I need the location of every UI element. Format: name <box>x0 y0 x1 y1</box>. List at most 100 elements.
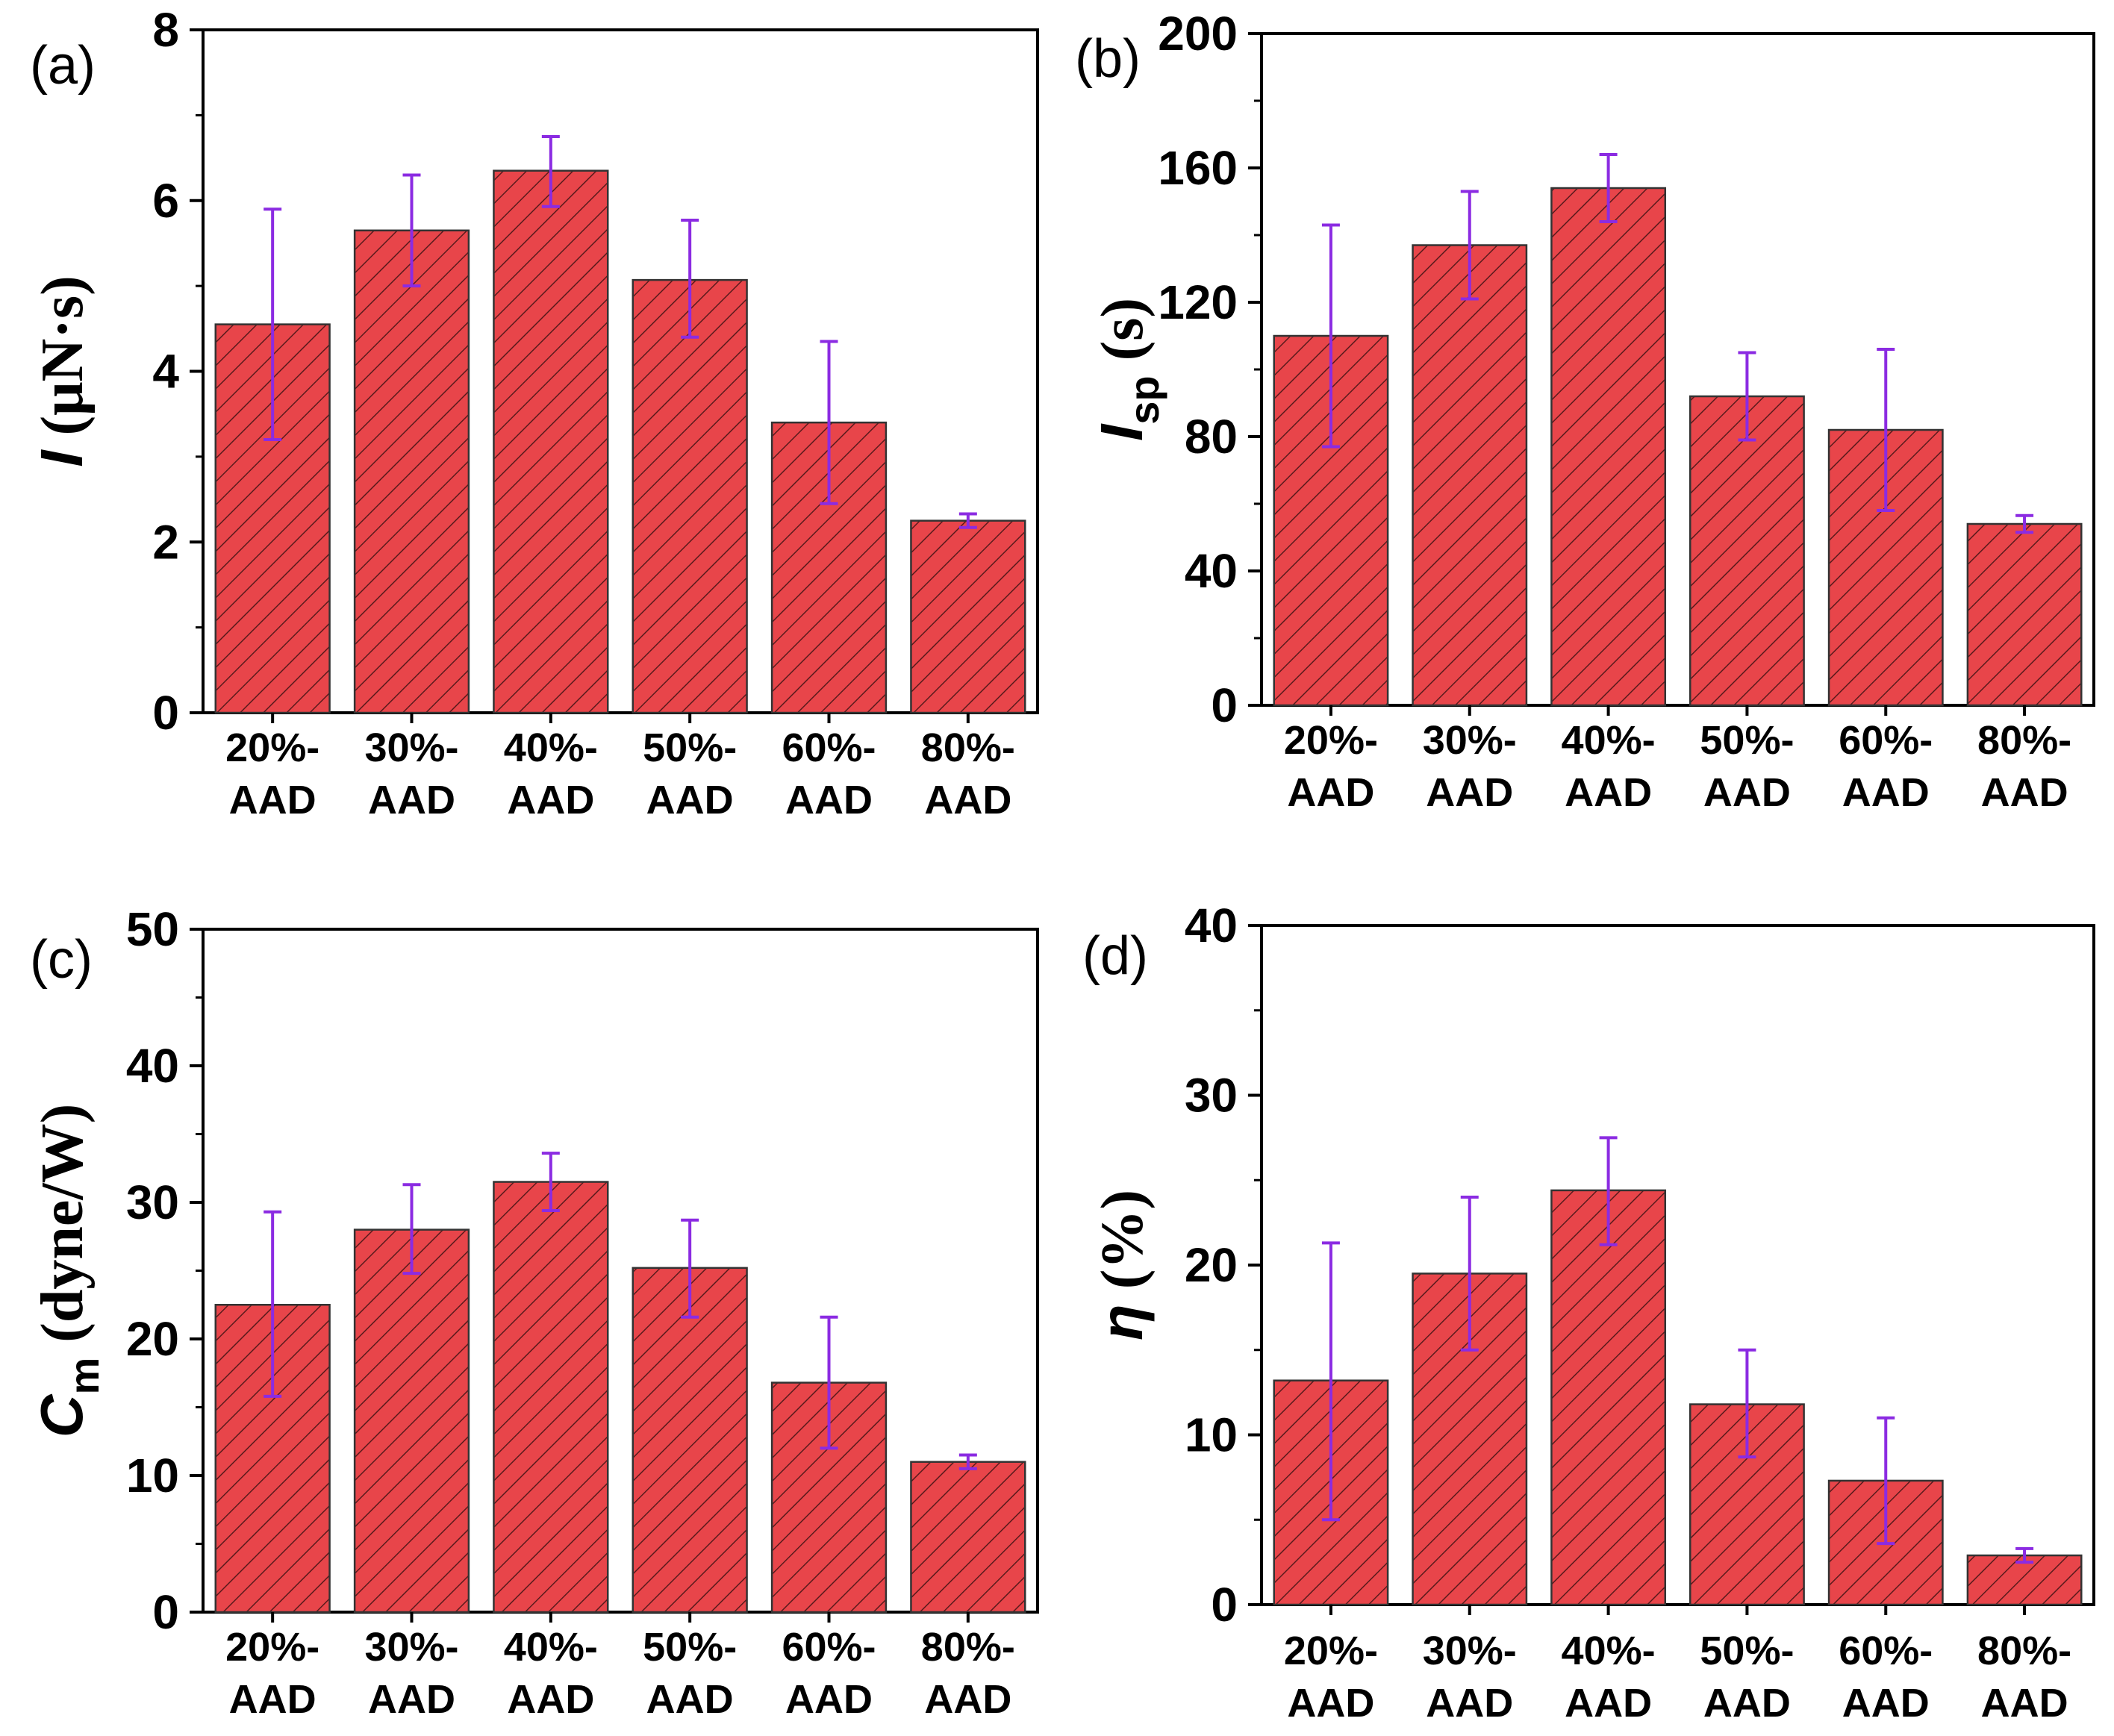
y-tick-label: 10 <box>1185 1408 1238 1462</box>
category-label: AAD <box>229 778 317 822</box>
panel-label: (d) <box>1082 926 1148 986</box>
y-tick-label: 120 <box>1158 275 1238 329</box>
category-label: 40%- <box>1562 1629 1656 1673</box>
category-label: AAD <box>924 1677 1011 1722</box>
category-label: AAD <box>1565 1681 1652 1726</box>
category-label: 50%- <box>1700 1629 1794 1673</box>
bar <box>493 1181 609 1614</box>
category-label: 80%- <box>1977 1629 2071 1673</box>
category-label: 80%- <box>1977 718 2071 763</box>
category-label: AAD <box>1426 1681 1513 1726</box>
y-tick-label: 30 <box>1185 1069 1238 1123</box>
category-label: AAD <box>1426 770 1513 815</box>
panel-c: 0 10 20 30 40 50 20%- AAD 30%- AAD 40%- AAD 50%- AAD 6… <box>28 902 1039 1722</box>
category-label: 40%- <box>504 725 598 770</box>
category-label: 50%- <box>1700 718 1794 763</box>
panel-label: (c) <box>30 930 93 990</box>
y-tick-label: 6 <box>152 174 179 228</box>
y-tick-label: 50 <box>126 902 179 956</box>
y-tick-label: 40 <box>1185 899 1238 952</box>
bar <box>910 519 1026 714</box>
bar <box>353 229 470 714</box>
bar <box>1550 187 1667 707</box>
category-label: 40%- <box>504 1625 598 1670</box>
bar <box>910 1461 1026 1614</box>
category-label: 50%- <box>643 1625 737 1670</box>
panel-label: (a) <box>30 36 96 96</box>
category-label: 20%- <box>1284 1629 1378 1673</box>
y-tick-label: 0 <box>152 686 179 740</box>
y-axis-label-main: I <box>1088 423 1155 441</box>
y-axis-label-unit: (dyne/W) <box>30 1104 96 1358</box>
category-label: AAD <box>1842 1681 1930 1726</box>
y-tick-label: 200 <box>1158 7 1238 60</box>
y-axis-label-main: η <box>1088 1304 1155 1340</box>
category-label: AAD <box>1842 770 1930 815</box>
category-label: AAD <box>1703 770 1791 815</box>
category-label: AAD <box>507 778 594 822</box>
category-label: 30%- <box>364 1625 458 1670</box>
y-axis-label-unit: (s) <box>1090 298 1156 375</box>
panel-d: 0 10 20 30 40 20%- AAD 30%- AAD 40%- AAD 50%- AAD 60%… <box>1082 899 2095 1726</box>
y-axis-label-unit: (μN·s) <box>30 275 96 450</box>
category-label: AAD <box>785 1677 873 1722</box>
bar <box>1966 522 2083 707</box>
y-axis-label: I (μN·s) <box>28 275 96 466</box>
category-label: 50%- <box>643 725 737 770</box>
panel-a: 0 2 4 6 8 20%- AAD 30%- AAD 40%- AAD 50%- AAD 60%- AAD… <box>28 3 1039 822</box>
y-axis-label: Isp (s) <box>1088 298 1167 441</box>
category-label: 60%- <box>1839 1629 1933 1673</box>
y-axis-label: Cm (dyne/W) <box>28 1104 107 1438</box>
category-label: 30%- <box>1423 1629 1517 1673</box>
category-label: 20%- <box>225 1625 319 1670</box>
y-axis-label-unit: (%) <box>1090 1190 1156 1304</box>
bar <box>353 1228 470 1614</box>
category-label: 60%- <box>1839 718 1933 763</box>
category-label: 20%- <box>225 725 319 770</box>
y-tick-label: 0 <box>1211 1578 1238 1632</box>
category-label: 30%- <box>364 725 458 770</box>
category-label: AAD <box>1287 770 1374 815</box>
y-tick-label: 80 <box>1185 410 1238 463</box>
y-tick-label: 4 <box>152 345 179 399</box>
bar <box>1550 1189 1667 1606</box>
category-label: 80%- <box>921 1625 1015 1670</box>
category-label: 60%- <box>782 725 876 770</box>
category-label: AAD <box>646 1677 734 1722</box>
y-axis-label-sub: sp <box>1120 375 1167 424</box>
category-label: 30%- <box>1423 718 1517 763</box>
y-tick-label: 40 <box>126 1039 179 1093</box>
category-label: AAD <box>1703 1681 1791 1726</box>
category-label: AAD <box>229 1677 317 1722</box>
y-tick-label: 10 <box>126 1449 179 1502</box>
bar <box>632 1267 748 1614</box>
y-tick-label: 40 <box>1185 544 1238 598</box>
y-tick-label: 0 <box>152 1585 179 1639</box>
bar <box>493 169 609 714</box>
category-label: AAD <box>1981 770 2068 815</box>
y-tick-label: 20 <box>1185 1238 1238 1292</box>
category-label: AAD <box>368 1677 455 1722</box>
category-label: AAD <box>368 778 455 822</box>
y-tick-label: 2 <box>152 515 179 569</box>
bar <box>1412 244 1528 707</box>
panel-label: (b) <box>1075 29 1141 89</box>
y-axis-label: η (%) <box>1088 1190 1156 1340</box>
y-axis-label-sub: m <box>60 1358 107 1395</box>
category-label: 20%- <box>1284 718 1378 763</box>
category-label: AAD <box>924 778 1011 822</box>
y-tick-label: 8 <box>152 3 179 57</box>
bar <box>1689 395 1805 707</box>
y-axis-label-main: I <box>28 449 95 467</box>
category-label: AAD <box>507 1677 594 1722</box>
category-label: 40%- <box>1562 718 1656 763</box>
y-tick-label: 30 <box>126 1175 179 1229</box>
category-label: AAD <box>785 778 873 822</box>
category-label: AAD <box>646 778 734 822</box>
y-tick-label: 0 <box>1211 678 1238 732</box>
category-label: AAD <box>1565 770 1652 815</box>
category-label: 80%- <box>921 725 1015 770</box>
y-tick-label: 160 <box>1158 141 1238 195</box>
bar <box>632 278 748 714</box>
panel-b: 0 40 80 120 160 200 20%- AAD 30%- AAD 40%- AAD 50%- A… <box>1075 7 2095 815</box>
